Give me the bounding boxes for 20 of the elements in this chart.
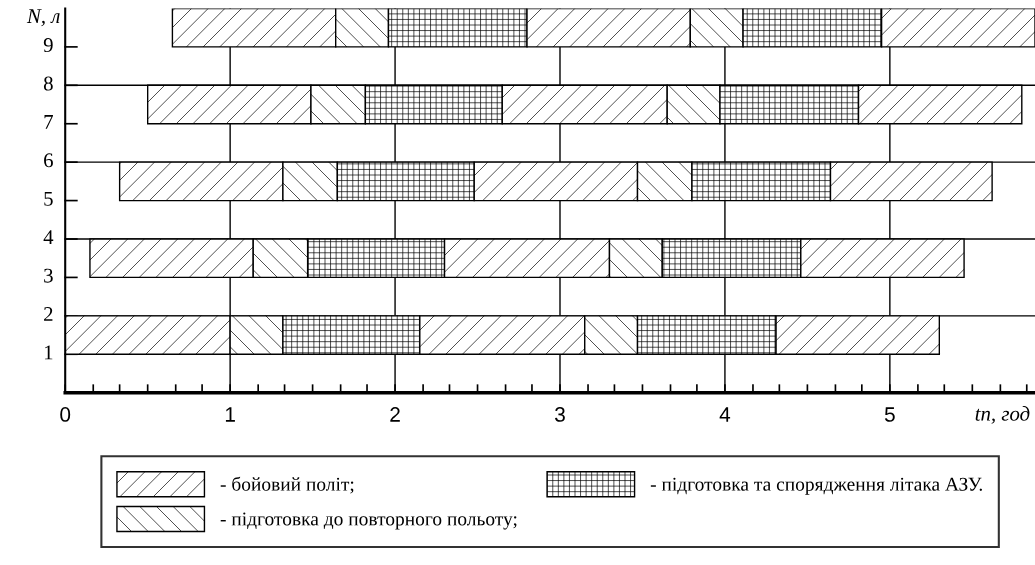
text: 2 bbox=[44, 307, 53, 321]
x-tick-label: 5 bbox=[884, 407, 895, 422]
y-axis-title: N, л bbox=[26, 9, 60, 27]
x-tick-label: 0 bbox=[60, 407, 71, 422]
text: 1 bbox=[44, 345, 53, 360]
text: 8 bbox=[43, 76, 53, 91]
x-axis-title: tn, год bbox=[975, 406, 1030, 424]
text: 6 bbox=[44, 153, 53, 168]
text: 4 bbox=[43, 230, 54, 244]
x-tick-label: 2 bbox=[390, 407, 400, 422]
legend-label: - бойовий політ; bbox=[220, 476, 354, 494]
x-tick-label: 1 bbox=[225, 407, 235, 422]
text: 7 bbox=[44, 115, 53, 129]
legend-label: - підготовка та спорядження літака АЗУ. bbox=[650, 477, 982, 495]
text: 3 bbox=[44, 268, 53, 283]
x-tick-label: 4 bbox=[719, 407, 731, 422]
legend-label: - підготовка до повторного польоту; bbox=[220, 512, 517, 530]
text: 9 bbox=[43, 38, 53, 53]
x-tick-label: 3 bbox=[555, 407, 565, 422]
text: 5 bbox=[44, 191, 53, 206]
